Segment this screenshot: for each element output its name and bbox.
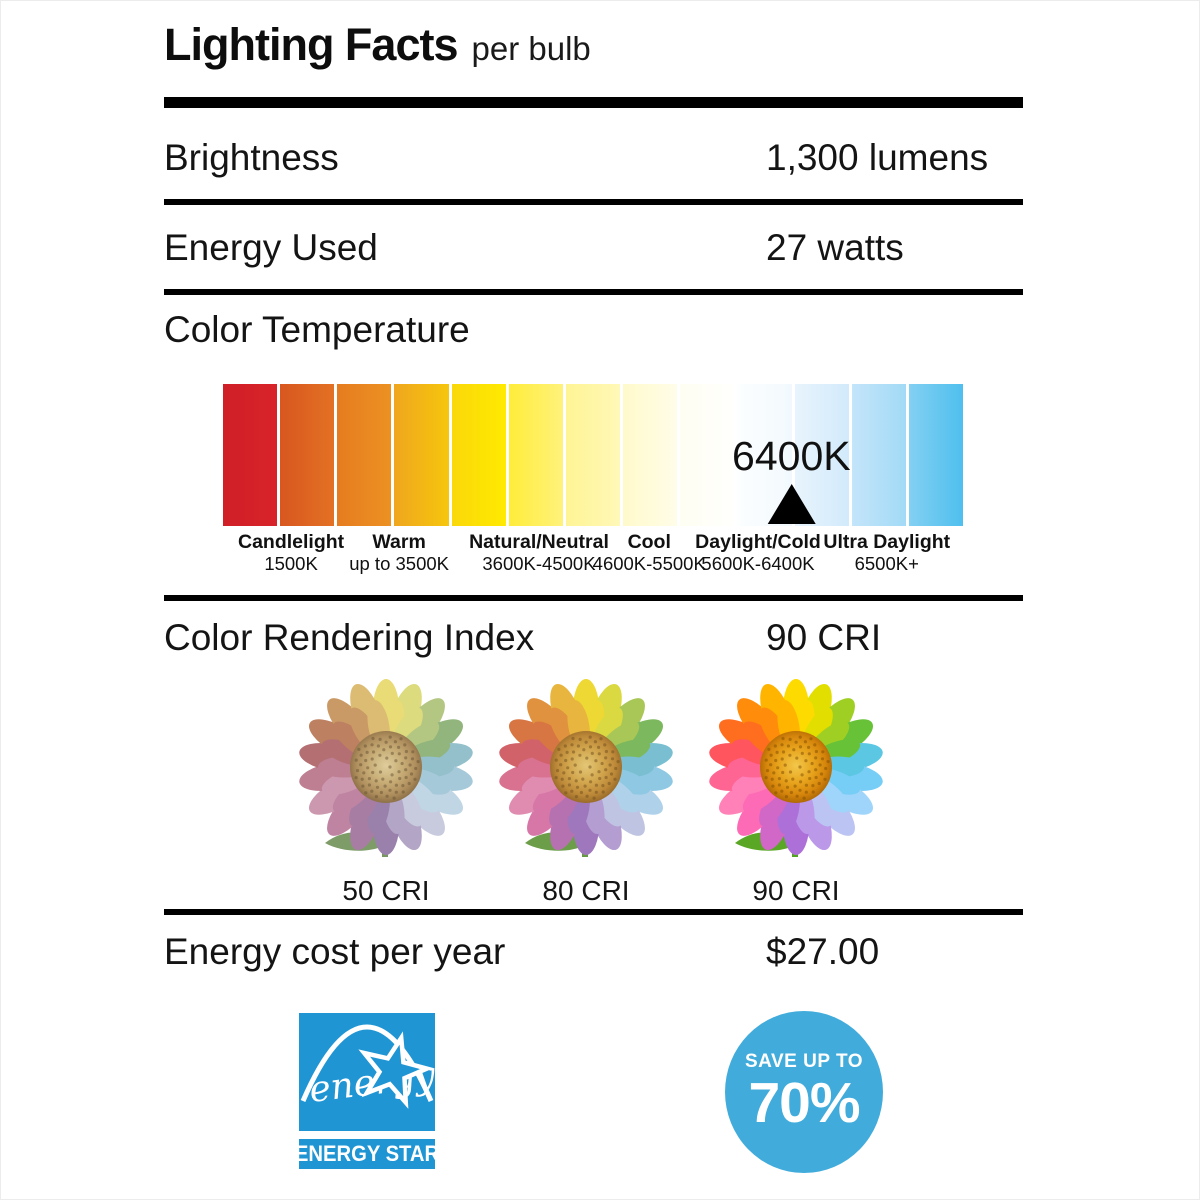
ct-segment xyxy=(908,384,964,526)
ct-category-range: 5600K-6400K xyxy=(701,553,815,574)
save-badge-line1: SAVE UP TO xyxy=(745,1051,863,1072)
ct-category-labels: Candlelight 1500K Warm up to 3500K Natur… xyxy=(223,532,963,578)
row-brightness: Brightness 1,300 lumens xyxy=(164,137,1023,179)
ct-category: Cool 4600K-5500K xyxy=(592,531,706,575)
ct-marker-triangle-icon xyxy=(767,484,816,524)
row-cri: Color Rendering Index 90 CRI xyxy=(164,617,1023,659)
ct-category: Daylight/Cold 5600K-6400K xyxy=(695,531,821,575)
row-energy-used: Energy Used 27 watts xyxy=(164,227,1023,269)
ct-segment xyxy=(280,384,335,526)
divider-2 xyxy=(164,289,1023,295)
color-temperature-label: Color Temperature xyxy=(164,309,470,350)
ct-category-name: Warm xyxy=(372,531,426,553)
energy-used-value: 27 watts xyxy=(766,227,904,268)
ct-segment xyxy=(451,384,506,526)
energy-cost-value: $27.00 xyxy=(766,931,880,972)
color-temperature-bar: 6400K xyxy=(223,384,964,526)
energy-star-star-icon xyxy=(358,1031,434,1109)
ct-segment xyxy=(223,384,278,526)
sunflower-image xyxy=(499,679,673,858)
ct-segment xyxy=(394,384,449,526)
ct-category: Candlelight 1500K xyxy=(237,531,345,575)
cri-example-label: 80 CRI xyxy=(542,875,630,906)
lighting-facts-label: Lighting Facts per bulb Brightness 1,300… xyxy=(164,1,1023,1201)
ct-segment xyxy=(851,384,906,526)
energy-star-logo: energy ENERGY STAR xyxy=(299,1013,435,1169)
divider-title xyxy=(164,97,1023,108)
ct-category-name: Candlelight xyxy=(237,531,345,553)
brightness-label: Brightness xyxy=(164,137,339,178)
ct-category-range: 3600K-4500K xyxy=(482,553,596,574)
sunflower-image xyxy=(299,679,473,858)
ct-segment xyxy=(623,384,678,526)
ct-category-name: Cool xyxy=(627,531,671,553)
energy-cost-label: Energy cost per year xyxy=(164,931,506,972)
energy-star-bar-text: ENERGY STAR xyxy=(299,1142,435,1166)
cri-example-label: 50 CRI xyxy=(342,875,430,906)
cri-label: Color Rendering Index xyxy=(164,617,535,658)
ct-category: Ultra Daylight 6500K+ xyxy=(823,531,951,575)
save-badge: SAVE UP TO 70% xyxy=(725,1011,883,1173)
brightness-value: 1,300 lumens xyxy=(766,137,989,178)
ct-category-name: Natural/Neutral xyxy=(469,531,609,553)
title-main: Lighting Facts xyxy=(164,19,458,70)
divider-1 xyxy=(164,199,1023,205)
ct-segment xyxy=(508,384,563,526)
ct-segment xyxy=(680,384,735,526)
ct-category: Warm up to 3500K xyxy=(349,531,449,575)
ct-category-range: 6500K+ xyxy=(854,553,919,574)
ct-category-name: Daylight/Cold xyxy=(695,531,821,553)
cri-example-80: 80 CRI xyxy=(481,679,691,907)
ct-marker-label: 6400K xyxy=(732,433,851,479)
row-energy-cost: Energy cost per year $27.00 xyxy=(164,931,1023,973)
cri-example-label: 90 CRI xyxy=(752,875,840,906)
cri-example-90: 90 CRI xyxy=(691,679,901,907)
ct-category-range: up to 3500K xyxy=(349,553,449,574)
ct-marker: 6400K xyxy=(732,436,851,524)
energy-star-bar xyxy=(299,1139,435,1169)
ct-segment xyxy=(565,384,621,526)
ct-segment xyxy=(337,384,392,526)
divider-3 xyxy=(164,595,1023,601)
ct-category: Natural/Neutral 3600K-4500K xyxy=(469,531,609,575)
title-suffix: per bulb xyxy=(471,30,591,67)
ct-category-range: 1500K xyxy=(264,553,318,574)
divider-4 xyxy=(164,909,1023,915)
save-badge-line2: 70% xyxy=(748,1071,860,1135)
color-temperature-heading: Color Temperature xyxy=(164,309,1023,351)
page-title: Lighting Facts per bulb xyxy=(164,19,591,71)
sunflower-image xyxy=(709,679,883,858)
ct-category-name: Ultra Daylight xyxy=(823,531,951,553)
energy-used-label: Energy Used xyxy=(164,227,378,268)
ct-category-range: 4600K-5500K xyxy=(592,553,706,574)
cri-example-50: 50 CRI xyxy=(281,679,491,907)
cri-value: 90 CRI xyxy=(766,617,882,658)
